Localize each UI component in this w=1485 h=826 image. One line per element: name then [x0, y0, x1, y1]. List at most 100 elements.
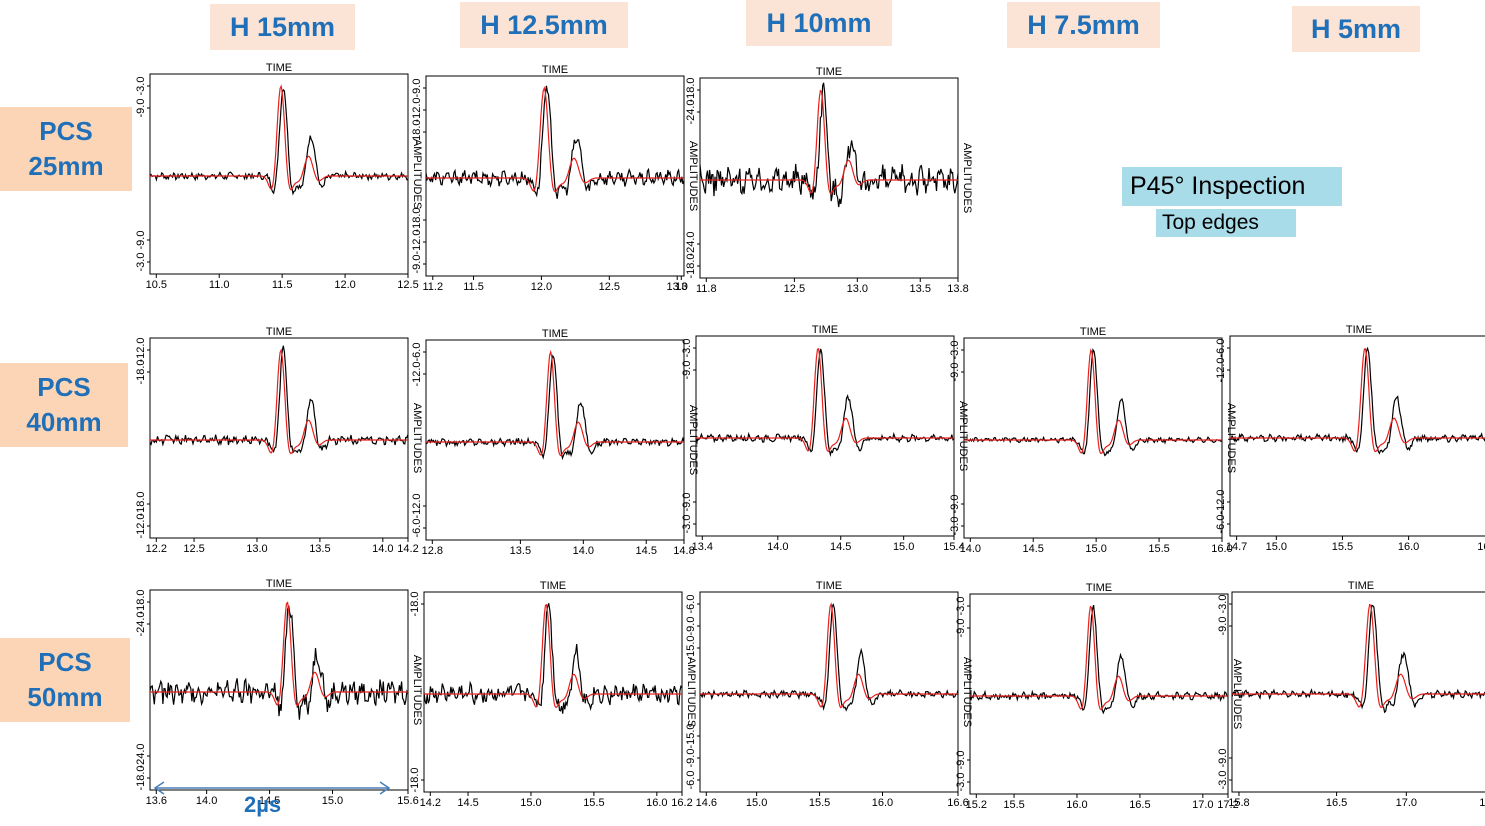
row-header-pcs40: PCS 40mm: [0, 363, 128, 447]
y-tick-label: -3.0: [135, 253, 147, 272]
chart-title: TIME: [816, 66, 842, 78]
x-tick-label: 17.0: [1192, 799, 1213, 811]
y-tick-label: -9.0: [681, 493, 693, 512]
simulated-signal-line: [696, 347, 954, 453]
row-header-line2: 40mm: [26, 407, 102, 437]
x-tick-label: 17.0: [1396, 797, 1417, 809]
x-tick-label: 17.2: [1217, 799, 1238, 811]
waveform-chart: TIMEAMPLITUDES15.816.517.017.6-3.0-9.0-9…: [1217, 580, 1485, 809]
y-tick-label: -9.0: [135, 99, 147, 118]
row-header-line1: PCS: [39, 116, 93, 146]
waveform-chart: TIME AMPLITUDES 13.4 14.0 14.5 15.0 15.4 -3.0 -9…: [681, 324, 969, 553]
y-tick-label: -15.0: [685, 635, 697, 660]
y-tick-label: -24.0: [135, 611, 147, 636]
y-tick-label: -9.0: [685, 617, 697, 636]
measured-signal-line: [1229, 346, 1485, 455]
x-tick-label: 15.5: [1003, 799, 1024, 811]
column-header-h15: H 15mm: [210, 4, 355, 50]
measured-signal-line: [423, 603, 683, 714]
x-tick-label: 11.2: [422, 281, 443, 293]
x-tick-label: 14.8: [673, 545, 694, 557]
x-tick-label: 14.0: [196, 795, 217, 807]
x-tick-label: 14.6: [696, 797, 717, 809]
x-tick-label: 14.5: [259, 795, 280, 807]
plot-pcs40-h12-5: TIME AMPLITUDES 12.8 13.5 14.0 14.5 14.8 -6.0 -1…: [406, 326, 704, 567]
plot-frame: [149, 73, 409, 275]
x-tick-label: 15.5: [809, 797, 830, 809]
x-tick-label: 12.5: [397, 279, 418, 291]
x-tick-label: 13.4: [692, 541, 713, 553]
waveform-chart: TIME AMPLITUDES 14.2 14.5 15.0 15.5 16.0 16.2 -1…: [409, 580, 697, 809]
x-tick-label: 16.5: [1129, 799, 1150, 811]
y-tick-label: -3.0: [135, 77, 147, 96]
x-tick-label: 16.5: [1326, 797, 1347, 809]
y-tick-label: -9.0: [681, 361, 693, 380]
y-tick-label: -12.0: [1215, 357, 1227, 382]
y-tick-label: -6.0: [685, 595, 697, 614]
x-tick-label: 14.2: [420, 797, 441, 809]
y-tick-label: -3.0: [681, 515, 693, 534]
y-tick-label: -9.0: [949, 363, 961, 382]
plot-frame: [149, 589, 409, 791]
column-header-h12-5: H 12.5mm: [460, 2, 628, 48]
y-tick-label: -24.0: [685, 231, 697, 256]
simulated-signal-line: [1230, 348, 1485, 453]
y-tick-label: -6.0: [685, 771, 697, 790]
row-header-line2: 50mm: [27, 682, 103, 712]
x-tick-label: 13.5: [309, 543, 330, 555]
x-tick-label: 16.0: [646, 797, 667, 809]
x-tick-label: 14.5: [1023, 543, 1044, 555]
y-tick-label: -18.0: [411, 207, 423, 232]
y-tick-label: -18.0: [685, 253, 697, 278]
x-tick-label: 15.0: [1085, 543, 1106, 555]
x-tick-label: 12.5: [599, 281, 620, 293]
waveform-chart: TIME AMPLITUDES 11.2 11.5 12.0 12.5 13.013 -9.0…: [411, 64, 699, 293]
x-tick-label: 13.6: [146, 795, 167, 807]
measured-signal-line: [425, 354, 685, 461]
measured-signal-line: [425, 85, 685, 199]
y-tick-label: -9.0: [955, 751, 967, 770]
y-tick-label: -9.0: [411, 79, 423, 98]
y-tick-label: -24.0: [135, 743, 147, 768]
x-tick-label: 15.0: [520, 797, 541, 809]
x-tick-label: 17.6: [1479, 797, 1485, 809]
y-tick-label: -9.0: [685, 749, 697, 768]
x-tick-label: 14.5: [830, 541, 851, 553]
y-tick-label: -6.0: [411, 343, 423, 362]
x-tick-label: 14.7: [1226, 541, 1247, 553]
chart-title: TIME: [540, 580, 566, 592]
chart-title: TIME: [266, 578, 292, 590]
plot-pcs40-h15: TIME AMPLITUDES 12.2 12.5 13.0 13.5 14.0 14.2 -1…: [130, 324, 428, 565]
measured-signal-line: [149, 605, 409, 720]
plot-pcs50-h15: TIME AMPLITUDES 13.6 14.0 14.5 15.0 15.6 -18.0-…: [130, 576, 428, 817]
y-tick-label: -12.0: [1215, 489, 1227, 514]
chart-title: TIME: [812, 324, 838, 336]
simulated-signal-line: [426, 85, 684, 193]
row-header-pcs25: PCS 25mm: [0, 107, 132, 191]
column-header-h5: H 5mm: [1292, 6, 1420, 52]
simulated-signal-line: [150, 348, 408, 455]
chart-title: TIME: [266, 326, 292, 338]
y-tick-label: -3.0: [949, 341, 961, 360]
x-tick-label: 16.6: [947, 797, 968, 809]
x-tick-label: 14.0: [960, 543, 981, 555]
waveform-chart: TIME AMPLITUDES 10.5 11.0 11.5 12.0 12.5 -3.0 -9…: [135, 62, 423, 291]
x-tick-label: 15.5: [1332, 541, 1353, 553]
x-tick-label: 13.5: [510, 545, 531, 557]
y-tick-label: -12.0: [411, 361, 423, 386]
simulated-signal-line: [1232, 603, 1485, 709]
x-tick-label: 13.0: [246, 543, 267, 555]
x-tick-label: 14.0: [573, 545, 594, 557]
row-header-line2: 25mm: [28, 151, 104, 181]
y-axis-label: AMPLITUDES: [411, 139, 423, 209]
y-axis-label: AMPLITUDES: [685, 657, 697, 727]
x-tick-label: 12.8: [422, 545, 443, 557]
plot-frame: [695, 335, 955, 537]
x-tick-label: 16.6: [1477, 541, 1485, 553]
waveform-chart: TIMEAMPLITUDES14.715.015.516.016.6-6.0-1…: [1215, 324, 1485, 553]
plot-frame: [425, 75, 685, 277]
x-tick-label: 16.2: [671, 797, 692, 809]
y-tick-label: -9.0: [949, 495, 961, 514]
